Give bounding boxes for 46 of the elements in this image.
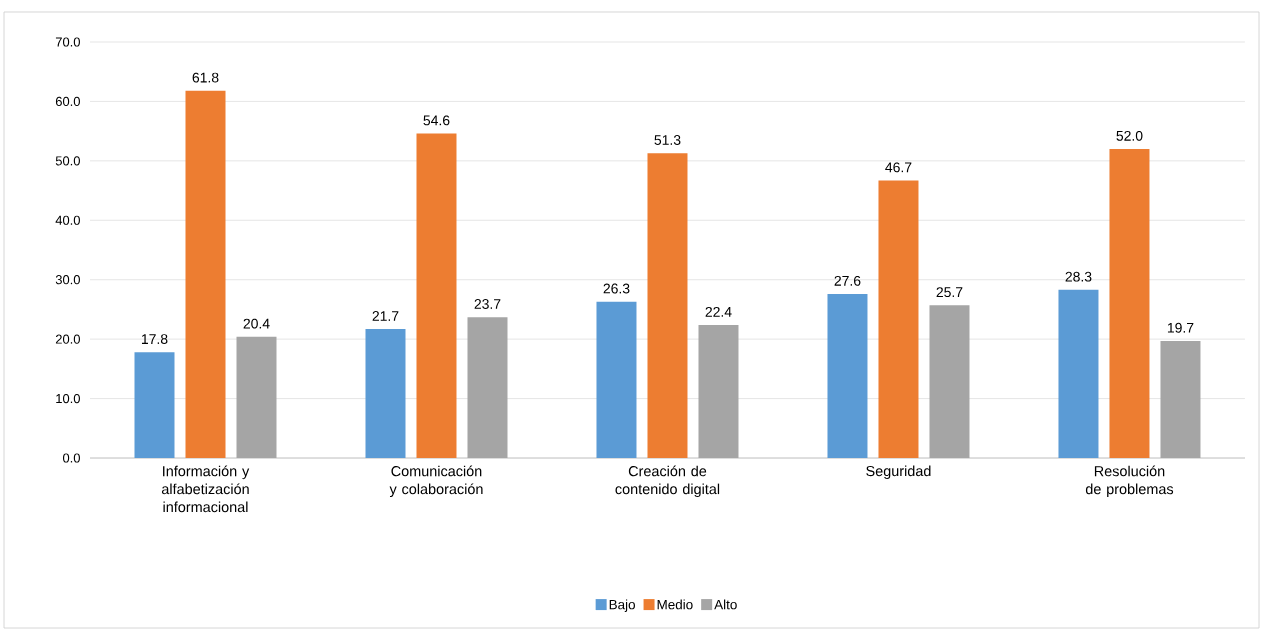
x-tick-label: Información y alfabetización informacional: [161, 465, 250, 513]
bar: [185, 90, 226, 458]
bar: [596, 301, 637, 458]
legend-label: Alto: [714, 599, 737, 610]
legend-label: Medio: [657, 599, 693, 610]
bar: [365, 329, 406, 458]
y-tick-label: 50.0: [55, 156, 80, 166]
y-tick-label: 60.0: [55, 96, 80, 107]
data-label: 19.7: [1167, 322, 1194, 333]
data-label: 22.4: [705, 306, 732, 317]
bar: [467, 317, 508, 458]
y-tick-label: 30.0: [55, 275, 80, 285]
bar: [236, 336, 277, 458]
data-label: 17.8: [141, 334, 168, 345]
data-label: 21.7: [372, 311, 399, 321]
bar: [1058, 289, 1099, 458]
data-label: 51.3: [654, 135, 681, 145]
x-tick-label: Resolución de problemas: [1085, 465, 1174, 498]
bar: [929, 305, 970, 458]
x-tick-label: Seguridad: [866, 465, 931, 479]
x-tick-label: Creación de contenido digital: [615, 465, 720, 498]
y-tick-label: 20.0: [55, 334, 80, 344]
data-label: 26.3: [603, 283, 630, 294]
data-label: 52.0: [1116, 130, 1143, 141]
data-label: 20.4: [243, 318, 270, 329]
data-label: 25.7: [936, 287, 963, 298]
data-label: 27.6: [834, 275, 861, 286]
y-tick-label: 10.0: [56, 393, 80, 404]
bar: [878, 180, 919, 458]
data-label: 28.3: [1065, 271, 1092, 282]
data-label: 23.7: [474, 299, 501, 309]
bar: [1109, 148, 1150, 458]
bar: [134, 352, 175, 458]
bar: [416, 133, 457, 458]
data-label: 61.8: [192, 72, 219, 83]
bar: [1160, 340, 1201, 458]
y-tick-label: 0.0: [62, 453, 80, 463]
data-label: 54.6: [423, 115, 450, 126]
legend-label: Bajo: [609, 599, 635, 613]
bar: [827, 293, 868, 458]
y-tick-label: 40.0: [55, 215, 80, 225]
y-tick-label: 70.0: [55, 37, 80, 47]
bar: [647, 153, 688, 458]
data-label: 46.7: [885, 162, 912, 173]
x-tick-label: Comunicación y colaboración: [389, 465, 483, 498]
bar: [698, 324, 739, 458]
